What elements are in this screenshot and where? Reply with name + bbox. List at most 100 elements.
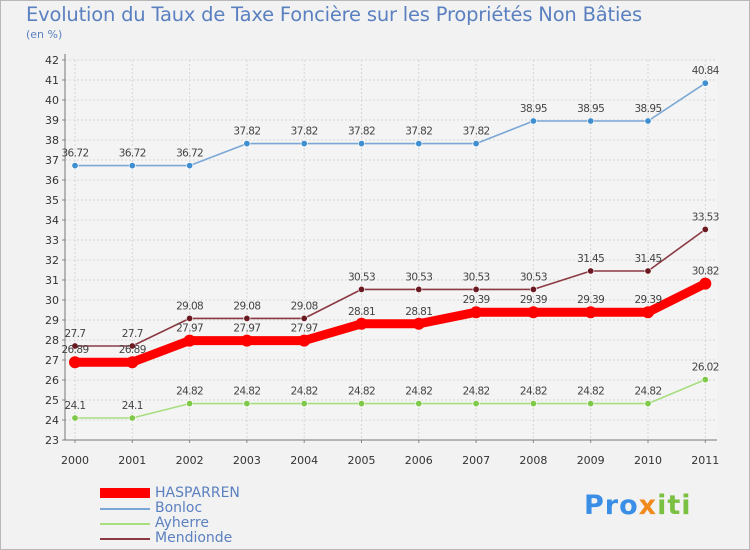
y-tick-label: 24 bbox=[45, 414, 59, 427]
data-point bbox=[472, 285, 480, 293]
data-label: 29.39 bbox=[520, 294, 547, 306]
data-point bbox=[71, 162, 79, 170]
data-point bbox=[587, 117, 595, 125]
y-tick-label: 41 bbox=[45, 74, 59, 87]
data-label: 24.82 bbox=[463, 386, 490, 398]
data-label: 27.97 bbox=[291, 323, 318, 335]
y-tick-label: 37 bbox=[45, 154, 59, 167]
y-tick-label: 31 bbox=[45, 274, 59, 287]
logo-part: Pro bbox=[584, 490, 639, 521]
y-tick-label: 35 bbox=[45, 194, 59, 207]
data-point bbox=[415, 140, 423, 148]
data-point bbox=[128, 162, 136, 170]
x-tick-label: 2007 bbox=[462, 454, 490, 467]
data-point bbox=[529, 117, 537, 125]
data-label: 27.7 bbox=[122, 328, 143, 340]
data-label: 29.39 bbox=[463, 294, 490, 306]
data-label: 24.82 bbox=[405, 386, 432, 398]
data-label: 24.1 bbox=[122, 400, 143, 412]
data-label: 29.08 bbox=[233, 300, 260, 312]
y-tick-label: 28 bbox=[45, 334, 59, 347]
x-tick-label: 2008 bbox=[519, 454, 547, 467]
data-point bbox=[699, 277, 712, 290]
y-tick-label: 40 bbox=[45, 94, 59, 107]
data-point bbox=[587, 400, 595, 408]
data-label: 24.82 bbox=[577, 386, 604, 398]
data-point bbox=[355, 317, 368, 330]
data-point bbox=[243, 314, 251, 322]
y-tick-label: 32 bbox=[45, 254, 59, 267]
data-label: 37.82 bbox=[463, 126, 490, 138]
y-tick-label: 33 bbox=[45, 234, 59, 247]
data-label: 36.72 bbox=[61, 148, 88, 160]
legend-swatch bbox=[100, 488, 150, 498]
y-tick-label: 25 bbox=[45, 394, 59, 407]
data-point bbox=[472, 400, 480, 408]
data-label: 27.97 bbox=[176, 323, 203, 335]
data-point bbox=[701, 225, 709, 233]
data-point bbox=[415, 285, 423, 293]
data-label: 29.08 bbox=[291, 300, 318, 312]
series-line-hasparren bbox=[75, 279, 708, 367]
data-label: 28.81 bbox=[405, 306, 432, 318]
legend-label: HASPARREN bbox=[155, 485, 240, 501]
data-label: 31.45 bbox=[634, 253, 661, 265]
data-label: 26.89 bbox=[61, 344, 88, 356]
legend-label: Ayherre bbox=[155, 515, 209, 531]
data-point bbox=[527, 306, 540, 319]
chart-subtitle: (en %) bbox=[26, 28, 63, 41]
data-label: 24.82 bbox=[348, 386, 375, 398]
data-point bbox=[529, 400, 537, 408]
y-tick-label: 27 bbox=[45, 354, 59, 367]
data-label: 27.7 bbox=[65, 328, 86, 340]
x-tick-label: 2009 bbox=[577, 454, 605, 467]
data-label: 38.95 bbox=[634, 103, 661, 115]
data-label: 37.82 bbox=[348, 126, 375, 138]
data-point bbox=[529, 285, 537, 293]
data-label: 29.39 bbox=[634, 294, 661, 306]
data-point bbox=[587, 267, 595, 275]
x-tick-label: 2011 bbox=[691, 454, 719, 467]
y-tick-label: 38 bbox=[45, 134, 59, 147]
data-point bbox=[128, 414, 136, 422]
data-point bbox=[584, 306, 597, 319]
data-point bbox=[300, 314, 308, 322]
plot-area bbox=[65, 60, 717, 440]
legend-swatch bbox=[100, 538, 150, 540]
data-label: 37.82 bbox=[405, 126, 432, 138]
logo-part: x bbox=[638, 490, 658, 521]
data-point bbox=[701, 376, 709, 384]
data-label: 24.82 bbox=[634, 386, 661, 398]
data-point bbox=[71, 342, 79, 350]
x-tick-label: 2000 bbox=[61, 454, 89, 467]
chart-title: Evolution du Taux de Taxe Foncière sur l… bbox=[26, 3, 642, 26]
x-tick-label: 2006 bbox=[405, 454, 433, 467]
data-label: 37.82 bbox=[291, 126, 318, 138]
data-point bbox=[240, 334, 253, 347]
data-point bbox=[183, 334, 196, 347]
data-point bbox=[415, 400, 423, 408]
data-point bbox=[186, 400, 194, 408]
y-tick-label: 39 bbox=[45, 114, 59, 127]
data-point bbox=[701, 79, 709, 87]
data-point bbox=[69, 356, 81, 369]
series-line-ayherre bbox=[75, 378, 706, 419]
data-label: 30.53 bbox=[405, 271, 432, 283]
data-label: 28.81 bbox=[348, 306, 375, 318]
data-point bbox=[642, 306, 654, 319]
data-label: 24.82 bbox=[233, 386, 260, 398]
y-tick-label: 29 bbox=[45, 314, 59, 327]
data-label: 36.72 bbox=[119, 148, 146, 160]
x-tick-label: 2010 bbox=[634, 454, 662, 467]
data-point bbox=[243, 140, 251, 148]
y-tick-label: 26 bbox=[45, 374, 59, 387]
data-point bbox=[644, 267, 652, 275]
data-label: 27.97 bbox=[233, 323, 260, 335]
y-tick-label: 36 bbox=[45, 174, 59, 187]
data-point bbox=[357, 400, 365, 408]
data-label: 38.95 bbox=[577, 103, 604, 115]
data-point bbox=[644, 400, 652, 408]
data-label: 40.84 bbox=[692, 65, 720, 77]
data-point bbox=[644, 117, 652, 125]
x-tick-label: 2003 bbox=[233, 454, 261, 467]
